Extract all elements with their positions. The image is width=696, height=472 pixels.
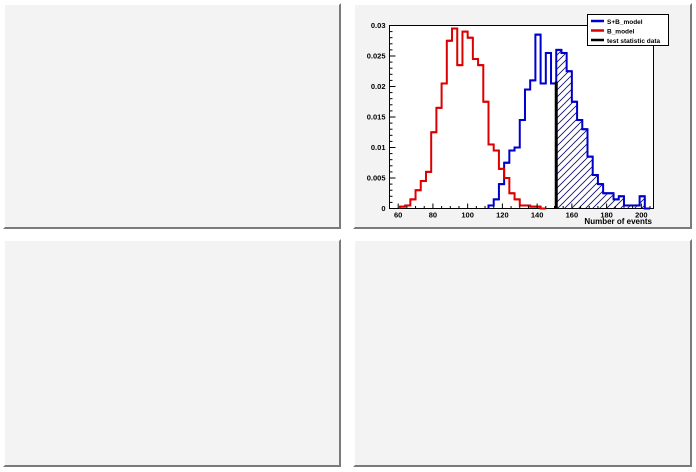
legend: S+B_model B_model test statistic data	[587, 14, 669, 46]
histogram-chart: 60 80 100 120 140 160 180 200 0 0.005 0.01 0.015 0.0…	[367, 14, 669, 226]
x-tick-label: 120	[496, 211, 509, 220]
canvas-pad-top-left[interactable]	[3, 3, 341, 229]
canvas-pad-bottom-right[interactable]	[353, 239, 692, 467]
x-tick-label: 200	[635, 211, 648, 220]
x-tick-label: 160	[566, 211, 579, 220]
legend-label-data: test statistic data	[607, 38, 660, 45]
canvas-pad-top-right[interactable]: 60 80 100 120 140 160 180 200 0 0.005 0.01 0.015 0.0…	[353, 3, 692, 229]
x-tick-label: 100	[461, 211, 474, 220]
series-sb-model	[487, 33, 651, 210]
x-tick-label: 180	[600, 211, 613, 220]
y-tick-label: 0.03	[371, 21, 386, 30]
y-tick-label: 0	[381, 204, 385, 213]
x-axis-label: Number of events	[584, 217, 652, 226]
y-tick-label: 0.015	[367, 113, 386, 122]
plot-frame	[389, 25, 654, 209]
x-tick-label: 60	[394, 211, 402, 220]
y-tick-label: 0.005	[367, 174, 386, 183]
canvas-pad-bottom-left[interactable]	[3, 239, 341, 467]
y-tick-label: 0.01	[371, 143, 386, 152]
y-tick-label: 0.025	[367, 52, 386, 61]
pvalue-hatched-region	[556, 49, 651, 209]
legend-label-b: B_model	[607, 29, 635, 36]
series-b-model	[398, 27, 546, 210]
legend-label-sb: S+B_model	[607, 19, 643, 26]
y-tick-label: 0.02	[371, 82, 386, 91]
x-tick-label: 140	[531, 211, 544, 220]
x-tick-label: 80	[429, 211, 437, 220]
